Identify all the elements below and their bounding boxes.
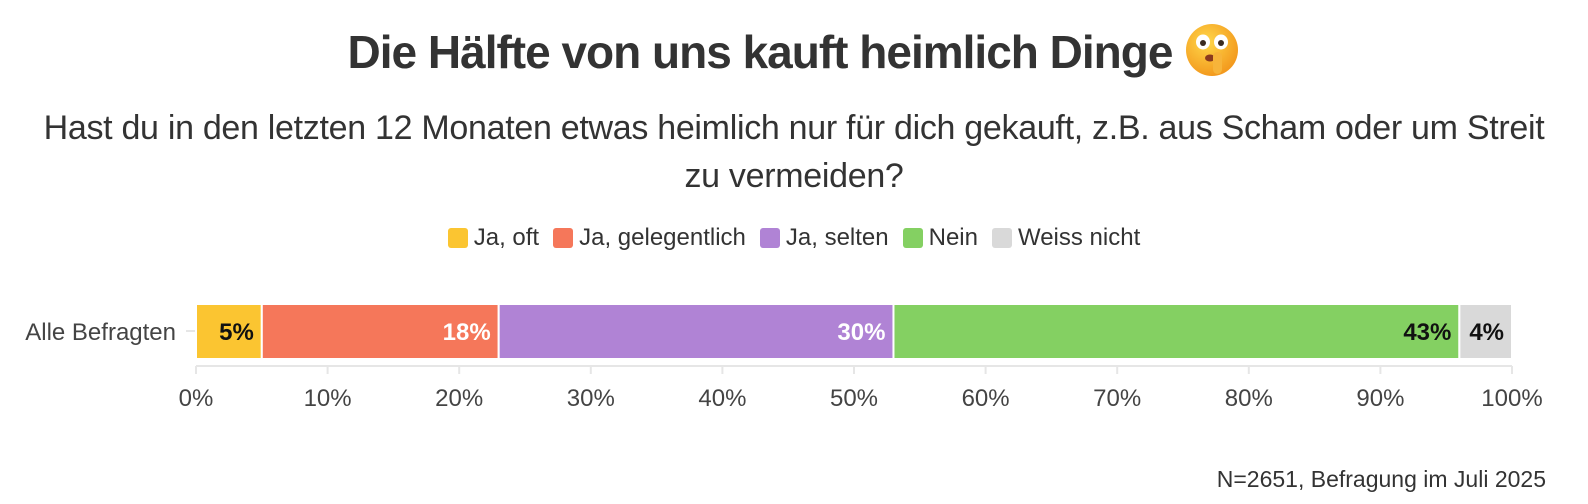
legend-swatch <box>447 228 468 248</box>
x-tick-label: 30% <box>567 385 615 412</box>
bar-segment <box>892 303 1461 360</box>
x-tick-label: 50% <box>830 385 878 412</box>
x-tick-label: 90% <box>1356 385 1404 412</box>
legend-item: Ja, gelegentlich <box>553 224 746 252</box>
x-tick-label: 80% <box>1225 385 1273 412</box>
legend-item: Nein <box>902 224 978 252</box>
legend-label: Ja, oft <box>473 224 540 251</box>
x-tick-label: 0% <box>179 385 214 412</box>
legend-swatch <box>991 228 1012 248</box>
data-label: 43% <box>1403 319 1451 346</box>
stacked-bar-chart: 0% 10% 20% 30% 40% 50% 60% 70% 80% 90% 100% Alle Be… <box>25 303 1543 412</box>
shushing-face-icon <box>1186 24 1239 76</box>
bar-segment <box>497 303 895 360</box>
caption: N=2651, Befragung im Juli 2025 <box>1216 466 1546 492</box>
bar-segment <box>1458 303 1513 360</box>
legend-label: Ja, gelegentlich <box>579 224 746 251</box>
x-tick-label: 100% <box>1481 385 1542 412</box>
x-tick-label: 40% <box>698 385 746 412</box>
x-tick-label: 20% <box>435 385 483 412</box>
legend-swatch <box>759 228 780 248</box>
legend: Ja, oft Ja, gelegentlich Ja, selten Nein Wei… <box>0 224 1588 252</box>
bar-segment <box>195 303 263 360</box>
legend-swatch <box>553 228 574 248</box>
data-label: 18% <box>443 319 491 346</box>
legend-item: Weiss nicht <box>991 224 1141 252</box>
chart-title-text: Die Hälfte von uns kauft heimlich Dinge <box>347 26 1174 78</box>
legend-item: Ja, oft <box>447 224 540 252</box>
data-label: 30% <box>837 319 885 346</box>
data-label: 4% <box>1469 319 1504 346</box>
legend-label: Nein <box>928 224 978 251</box>
data-label: 5% <box>219 319 254 346</box>
legend-label: Weiss nicht <box>1017 224 1141 251</box>
chart-subtitle: Hast du in den letzten 12 Monaten etwas … <box>43 109 1545 195</box>
x-tick-label: 70% <box>1093 385 1141 412</box>
legend-label: Ja, selten <box>785 224 889 251</box>
x-tick-label: 60% <box>962 385 1010 412</box>
x-tick-label: 10% <box>304 385 352 412</box>
legend-item: Ja, selten <box>759 224 889 252</box>
category-label: Alle Befragten <box>25 319 176 346</box>
chart-title: Die Hälfte von uns kauft heimlich Dinge <box>0 22 1588 79</box>
legend-swatch <box>902 228 923 248</box>
